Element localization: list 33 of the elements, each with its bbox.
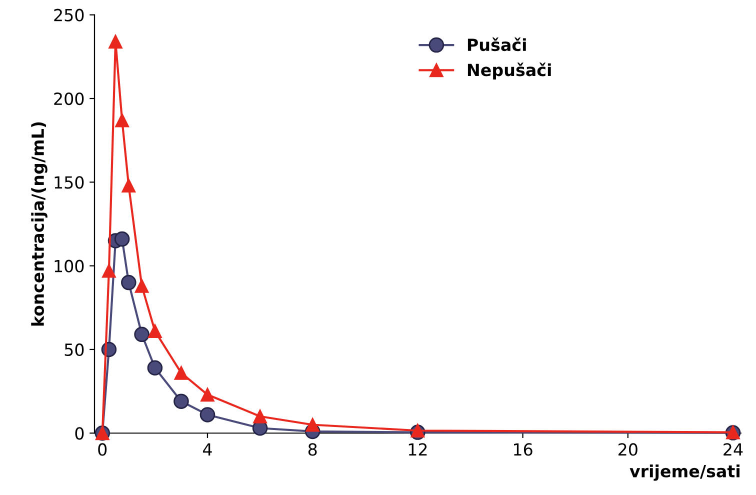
point [174,366,188,380]
x-tick-label: 24 [724,443,743,456]
y-axis-title: koncentracija/(ng/mL) [31,122,48,326]
point [174,394,189,409]
point [115,113,130,128]
y-tick-label: 250 [54,8,84,22]
point [200,388,214,402]
point [102,264,116,278]
point [200,407,216,422]
point [121,274,136,290]
x-tick-label: 0 [98,443,107,456]
y-tick-label: 50 [64,343,84,356]
legend-label: Nepušači [468,62,551,80]
point [134,326,150,342]
y-tick-label: 100 [54,260,84,272]
point [122,178,136,192]
point [114,231,130,247]
point [253,409,267,424]
x-tick-label: 12 [408,443,427,456]
x-tick-label: 4 [203,443,212,456]
point [147,360,163,376]
y-tick-label: 150 [54,176,84,189]
x-tick-label: 16 [514,443,532,456]
x-axis-title: vrijeme/sati [630,464,740,481]
x-tick-label: 20 [618,443,638,456]
point [134,278,149,293]
x-tick-label: 8 [308,443,317,456]
point [148,324,162,338]
y-tick-label: 200 [54,92,84,106]
legend-label: Pušači [468,38,526,52]
y-tick-label: 0 [75,427,84,440]
point [108,34,122,49]
point [306,418,320,432]
